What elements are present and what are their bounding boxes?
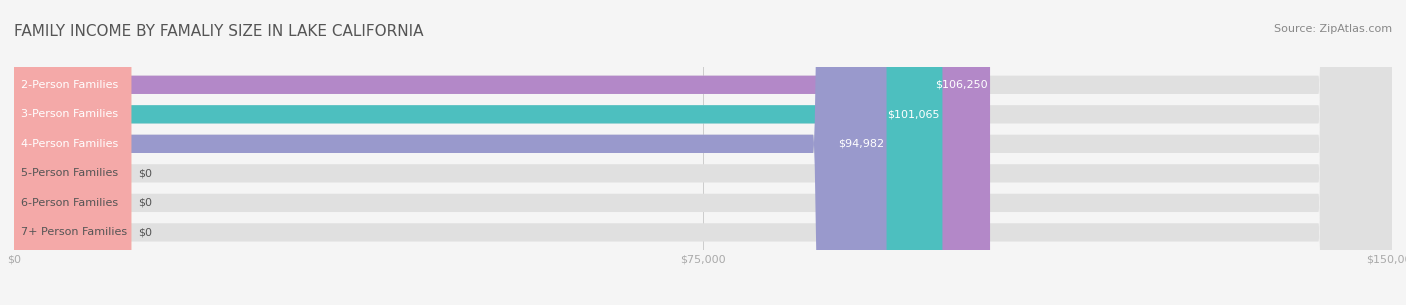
FancyBboxPatch shape <box>14 0 131 305</box>
FancyBboxPatch shape <box>14 0 1392 305</box>
Text: 2-Person Families: 2-Person Families <box>21 80 118 90</box>
Text: $94,982: $94,982 <box>838 139 884 149</box>
FancyBboxPatch shape <box>14 0 1392 305</box>
Text: $0: $0 <box>138 228 152 237</box>
Text: 6-Person Families: 6-Person Families <box>21 198 118 208</box>
FancyBboxPatch shape <box>14 0 1392 305</box>
FancyBboxPatch shape <box>14 0 1392 305</box>
FancyBboxPatch shape <box>14 0 990 305</box>
Text: Source: ZipAtlas.com: Source: ZipAtlas.com <box>1274 24 1392 34</box>
Text: $101,065: $101,065 <box>887 109 939 119</box>
Text: 3-Person Families: 3-Person Families <box>21 109 118 119</box>
Text: FAMILY INCOME BY FAMALIY SIZE IN LAKE CALIFORNIA: FAMILY INCOME BY FAMALIY SIZE IN LAKE CA… <box>14 24 423 39</box>
FancyBboxPatch shape <box>14 0 1392 305</box>
Text: $106,250: $106,250 <box>935 80 987 90</box>
FancyBboxPatch shape <box>14 0 1392 305</box>
FancyBboxPatch shape <box>14 0 942 305</box>
FancyBboxPatch shape <box>14 0 131 305</box>
FancyBboxPatch shape <box>14 0 887 305</box>
Text: 7+ Person Families: 7+ Person Families <box>21 228 127 237</box>
Text: $0: $0 <box>138 168 152 178</box>
FancyBboxPatch shape <box>14 0 131 305</box>
Text: $0: $0 <box>138 198 152 208</box>
Text: 5-Person Families: 5-Person Families <box>21 168 118 178</box>
Text: 4-Person Families: 4-Person Families <box>21 139 118 149</box>
